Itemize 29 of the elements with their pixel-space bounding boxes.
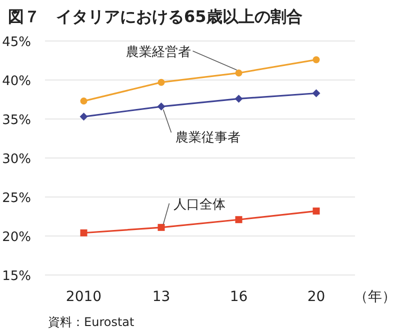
y-tick-label: 30% [2,152,31,167]
x-tick-label: 2010 [66,289,102,305]
x-tick-label: 20 [307,289,326,305]
y-tick-label: 20% [2,230,31,245]
x-tick-label: 16 [230,289,248,305]
point [312,56,320,64]
chart-title: 図７ イタリアにおける65歳以上の割合 [8,7,302,26]
x-tick-label: 13 [152,289,170,305]
series-label: 人口全体 [173,197,226,212]
point [234,94,243,103]
point [312,89,320,98]
point [80,229,88,236]
series-label: 農業経営者 [126,44,191,60]
x-axis-title: （年） [354,289,396,305]
point [157,102,166,111]
point [312,208,320,215]
point [235,216,242,224]
point [80,98,88,105]
y-tick-label: 40% [2,74,31,89]
text: 資料：Eurostat [48,315,135,329]
y-tick-label: 45% [2,35,31,50]
y-tick-label: 25% [2,191,31,206]
point [158,78,165,86]
point [158,224,165,231]
series-label: 農業従事者 [175,130,240,146]
point [235,69,242,76]
y-tick-label: 15% [2,269,31,284]
y-tick-label: 35% [2,113,31,128]
point [80,112,88,121]
